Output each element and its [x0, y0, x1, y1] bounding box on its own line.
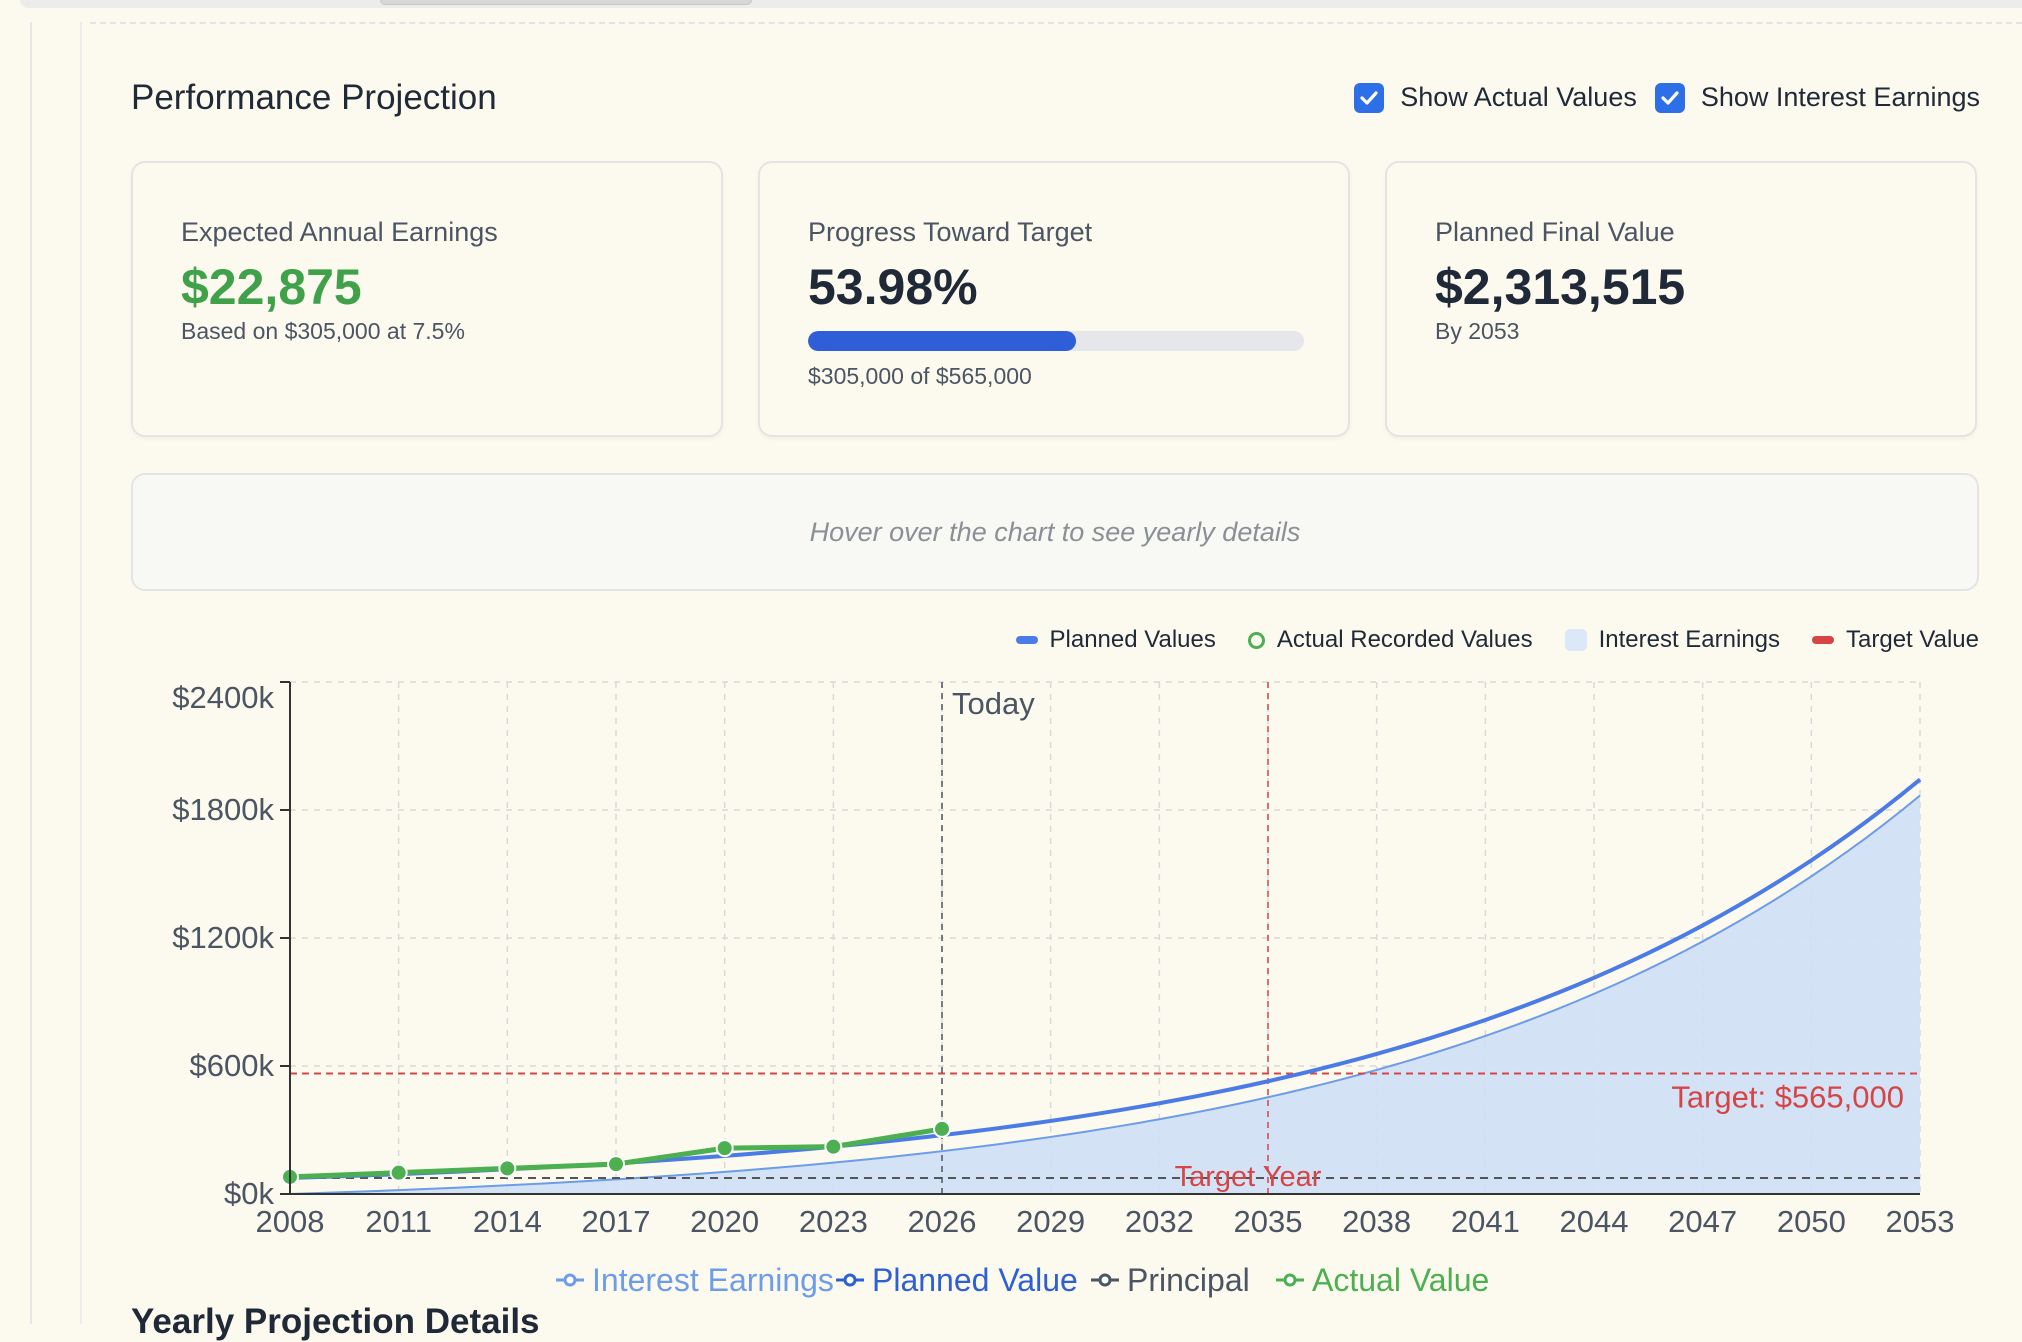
y-tick-label: $1200k: [172, 920, 274, 955]
x-tick-label: 2047: [1668, 1204, 1737, 1239]
card-value: $22,875: [181, 259, 362, 315]
x-tick-label: 2023: [799, 1204, 868, 1239]
legend-label: Actual Recorded Values: [1276, 626, 1533, 653]
y-tick-label: $600k: [190, 1048, 275, 1083]
card-subtext: $305,000 of $565,000: [808, 363, 1032, 389]
browser-tab[interactable]: [380, 0, 752, 5]
x-tick-label: 2029: [1016, 1204, 1085, 1239]
legend-label: Interest Earnings: [1598, 626, 1781, 653]
legend-marker: [1283, 1273, 1297, 1287]
legend-label: Actual Value: [1312, 1262, 1489, 1298]
legend-item-interest-earnings[interactable]: Interest Earnings: [1564, 626, 1781, 654]
legend-label: Target Value: [1846, 626, 1979, 653]
legend-label: Planned Value: [872, 1262, 1078, 1298]
interest-earnings-area: [290, 795, 1920, 1194]
x-tick-label: 2044: [1560, 1204, 1629, 1239]
x-tick-label: 2011: [365, 1204, 432, 1239]
x-tick-label: 2014: [473, 1204, 542, 1239]
legend-bottom-item[interactable]: Planned Value: [836, 1262, 1078, 1298]
actual-value-point[interactable]: [933, 1119, 951, 1138]
legend-item-target-value[interactable]: Target Value: [1812, 626, 1979, 654]
toggle-label: Show Interest Earnings: [1700, 82, 1980, 112]
today-label: Today: [952, 686, 1035, 721]
browser-top-bar: [20, 0, 2022, 8]
toggle-show-interest-earnings[interactable]: Show Interest Earnings: [1654, 82, 1980, 113]
legend-bottom-item[interactable]: Principal: [1091, 1262, 1250, 1298]
actual-value-point[interactable]: [715, 1139, 734, 1158]
legend-label: Planned Values: [1049, 626, 1216, 653]
interest-earnings-line: [289, 794, 1921, 1195]
checkbox-checked-icon[interactable]: [1654, 82, 1685, 113]
card-progress-toward-target: Progress Toward Target 53.98% $305,000 o…: [758, 161, 1350, 437]
legend-item-actual-recorded-values[interactable]: Actual Recorded Values: [1247, 626, 1533, 654]
target-value-label: Target: $565,000: [1671, 1079, 1904, 1114]
legend-line-swatch: [1812, 636, 1835, 644]
legend-label: Interest Earnings: [592, 1262, 834, 1298]
legend-marker: [1098, 1273, 1112, 1287]
x-tick-label: 2038: [1342, 1204, 1411, 1239]
card-value: $2,313,515: [1435, 259, 1686, 315]
legend-label: Principal: [1127, 1262, 1250, 1298]
x-tick-label: 2053: [1886, 1204, 1955, 1239]
left-rail: [30, 22, 32, 1324]
card-planned-final-value: Planned Final Value $2,313,515 By 2053: [1385, 161, 1977, 437]
legend-line-swatch: [1015, 636, 1038, 644]
section-title: Performance Projection: [131, 78, 497, 117]
x-tick-label: 2008: [256, 1204, 325, 1239]
chart-legend-top: Planned Values Actual Recorded Values In…: [1015, 626, 1979, 654]
card-label: Planned Final Value: [1435, 217, 1675, 247]
card-expected-annual-earnings: Expected Annual Earnings $22,875 Based o…: [131, 161, 723, 437]
progress-bar: [808, 331, 1304, 351]
top-divider: [90, 22, 2022, 24]
legend-marker: [843, 1273, 857, 1287]
x-tick-label: 2035: [1234, 1204, 1303, 1239]
legend-box-swatch: [1564, 629, 1587, 651]
checkbox-checked-icon[interactable]: [1354, 82, 1385, 113]
progress-bar-fill: [808, 331, 1076, 351]
chart-hover-details: Hover over the chart to see yearly detai…: [131, 473, 1979, 591]
card-value: 53.98%: [808, 259, 978, 315]
x-tick-label: 2017: [582, 1204, 651, 1239]
legend-bottom-item[interactable]: Actual Value: [1276, 1262, 1489, 1298]
card-subtext: By 2053: [1435, 318, 1520, 344]
chart-toggles: Show Actual Values Show Interest Earning…: [1354, 82, 1980, 113]
actual-value-point[interactable]: [389, 1163, 408, 1182]
legend-bottom-item[interactable]: Interest Earnings: [556, 1262, 834, 1298]
x-tick-label: 2041: [1451, 1204, 1520, 1239]
x-tick-label: 2050: [1777, 1204, 1846, 1239]
toggle-label: Show Actual Values: [1400, 82, 1637, 112]
y-tick-label: $1800k: [172, 792, 274, 827]
target-year-label: Target Year: [1175, 1161, 1322, 1193]
projection-chart[interactable]: Target: $565,000 Target Year Today $0k $600k…: [0, 660, 2022, 1320]
actual-value-point[interactable]: [498, 1159, 517, 1178]
x-tick-label: 2020: [690, 1204, 759, 1239]
x-tick-label: 2026: [908, 1204, 977, 1239]
card-subtext: Based on $305,000 at 7.5%: [181, 318, 465, 344]
legend-circle-swatch: [1247, 631, 1265, 649]
legend-item-planned-values[interactable]: Planned Values: [1015, 626, 1216, 654]
actual-value-point[interactable]: [824, 1137, 843, 1156]
actual-value-point[interactable]: [607, 1155, 625, 1174]
y-tick-label: $2400k: [172, 680, 274, 715]
left-rail-inner: [80, 22, 82, 1324]
x-tick-label: 2032: [1125, 1204, 1194, 1239]
card-label: Expected Annual Earnings: [181, 217, 498, 247]
card-label: Progress Toward Target: [808, 217, 1093, 247]
y-tick-label: $0k: [224, 1176, 274, 1211]
legend-marker: [563, 1273, 577, 1287]
toggle-show-actual-values[interactable]: Show Actual Values: [1354, 82, 1637, 113]
yearly-projection-details-heading: Yearly Projection Details: [131, 1302, 540, 1341]
